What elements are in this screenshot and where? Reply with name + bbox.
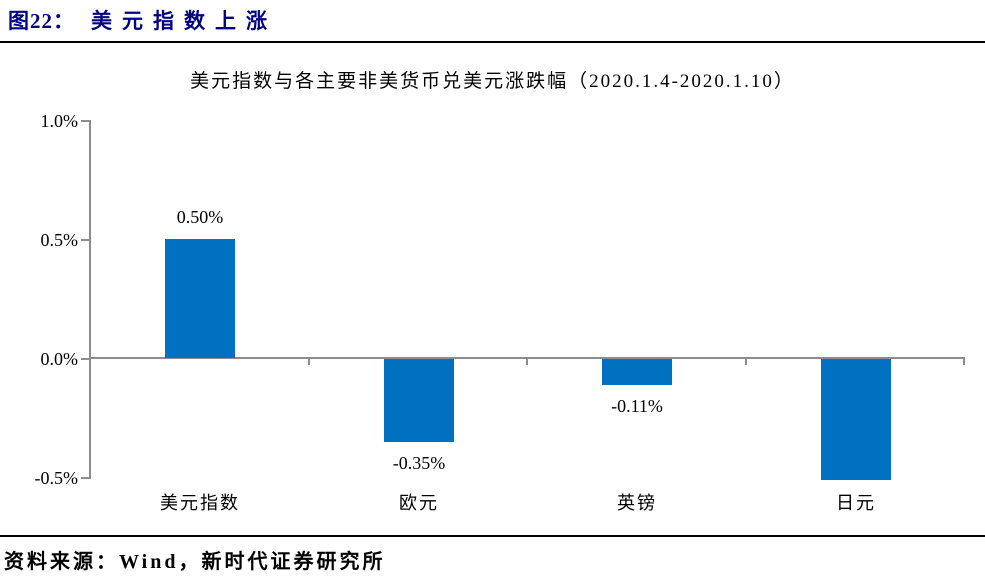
y-axis-tick-label: 0.5% xyxy=(40,230,79,250)
category-label: 美元指数 xyxy=(160,493,240,513)
y-axis-line xyxy=(89,120,91,479)
y-axis-tick-label: 1.0% xyxy=(40,111,79,131)
category-boundary-tick xyxy=(963,357,965,365)
y-axis-tick xyxy=(81,477,89,479)
category-label: 日元 xyxy=(836,493,876,513)
bar-value-label: 0.50% xyxy=(176,207,224,227)
y-axis-tick xyxy=(81,120,89,122)
source-note: 资料来源：Wind，新时代证券研究所 xyxy=(4,551,386,573)
category-boundary-tick xyxy=(745,357,747,365)
footer-divider-line xyxy=(0,535,985,537)
y-axis-tick-label: 0.0% xyxy=(40,349,79,369)
y-axis-tick xyxy=(81,358,89,360)
figure-number-label: 图22： xyxy=(8,9,75,33)
category-label: 英镑 xyxy=(617,493,657,513)
category-label: 欧元 xyxy=(399,493,439,513)
category-boundary-tick xyxy=(526,357,528,365)
y-axis-tick-label: -0.5% xyxy=(34,468,79,488)
header-divider-line xyxy=(0,41,985,43)
chart-title: 美元指数与各主要非美货币兑美元涨跌幅（2020.1.4-2020.1.10） xyxy=(190,71,795,92)
bar-日元 xyxy=(821,359,891,480)
category-boundary-tick xyxy=(308,357,310,365)
bar-美元指数 xyxy=(165,239,235,358)
y-axis-tick xyxy=(81,239,89,241)
bar-欧元 xyxy=(384,359,454,442)
bar-英镑 xyxy=(602,359,672,385)
figure-title: 美元指数上涨 xyxy=(91,9,277,33)
figure-header: 图22： 美元指数上涨 xyxy=(8,5,277,35)
bar-value-label: -0.11% xyxy=(611,396,663,416)
bar-value-label: -0.35% xyxy=(392,453,446,473)
